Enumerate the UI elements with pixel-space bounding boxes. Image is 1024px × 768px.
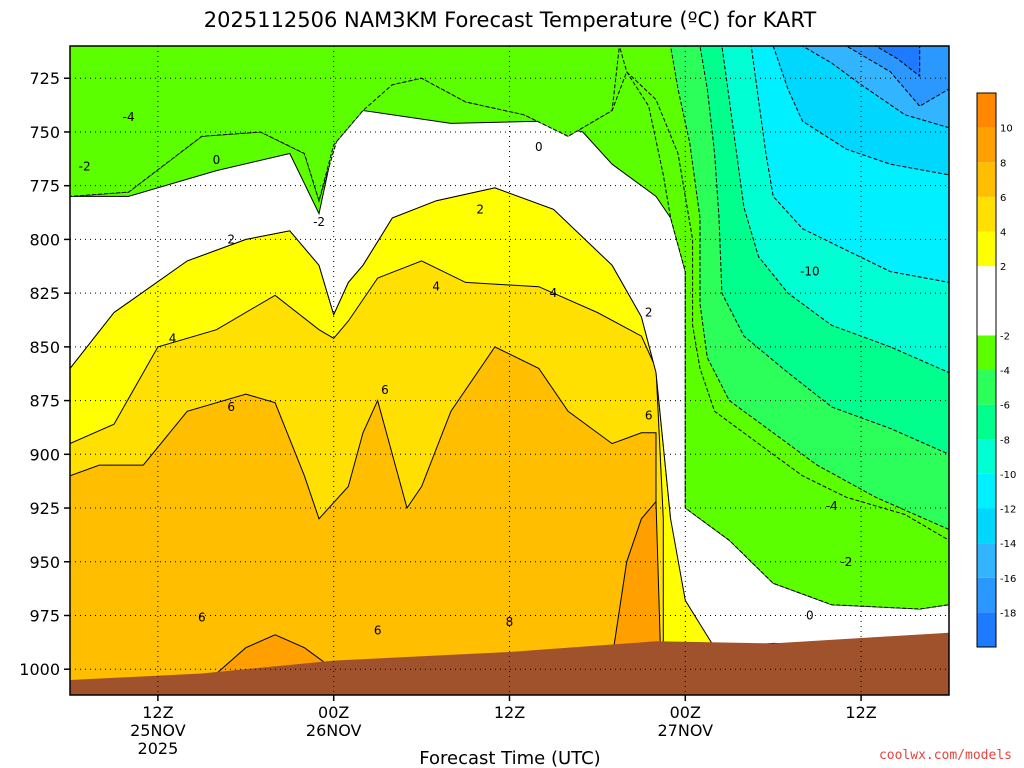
contour-label: 8 — [506, 615, 514, 629]
colorbar-label: -2 — [1000, 331, 1010, 342]
contour-label: 4 — [432, 280, 440, 294]
colorbar-label: 10 — [1000, 124, 1013, 135]
y-tick-label: 725 — [29, 69, 60, 88]
colorbar-swatch — [977, 335, 996, 370]
contour-label: -2 — [840, 555, 852, 569]
y-tick-label: 1000 — [19, 660, 60, 679]
y-tick-label: 900 — [29, 445, 60, 464]
x-tick-label: 12Z — [494, 703, 525, 722]
colorbar-swatch — [977, 508, 996, 544]
colorbar-swatch — [977, 543, 996, 578]
contour-label: -4 — [123, 110, 135, 124]
x-tick-label: 00Z — [670, 703, 701, 722]
colorbar-swatch — [977, 473, 996, 509]
temperature-region — [845, 46, 949, 107]
x-tick-label: 2025 — [138, 739, 179, 758]
x-tick-label: 00Z — [318, 703, 349, 722]
y-tick-label: 750 — [29, 123, 60, 142]
colorbar-swatch — [977, 370, 996, 405]
credit-text: coolwx.com/models — [879, 748, 1012, 763]
y-tick-label: 950 — [29, 553, 60, 572]
colorbar-label: -14 — [1000, 539, 1016, 550]
temperature-region — [874, 46, 921, 78]
colorbar-swatch — [977, 231, 996, 267]
grid-lines — [70, 46, 949, 695]
y-tick-label: 825 — [29, 284, 60, 303]
colorbar: 10 8 6 4 2 -2 -4 -6 -8 -10 -12 -14 -16 -18 — [976, 92, 1016, 648]
contour-label: -2 — [79, 159, 91, 173]
colorbar-label: -18 — [1000, 608, 1016, 619]
y-tick-label: 800 — [29, 230, 60, 249]
colorbar-swatch — [977, 577, 996, 613]
x-tick-label: 25NOV — [130, 721, 186, 740]
contour-label: 0 — [535, 140, 543, 154]
colorbar-swatch — [977, 127, 996, 163]
contour-label: 0 — [806, 608, 814, 622]
contour-label: 2 — [227, 232, 235, 246]
contour-label: 0 — [213, 153, 221, 167]
temperature-region — [70, 46, 620, 203]
contour-label: 6 — [374, 624, 382, 638]
x-tick-label: 27NOV — [658, 721, 714, 740]
x-tick-label: 12Z — [142, 703, 173, 722]
colorbar-label: 8 — [1000, 158, 1006, 169]
contour-label: 6 — [198, 611, 206, 625]
y-axis: 725 750 775 800 825 850 875 900 925 950 975 1000 — [19, 69, 70, 679]
contour-label: 4 — [169, 331, 177, 345]
y-tick-label: 850 — [29, 338, 60, 357]
colorbar-swatch — [977, 439, 996, 474]
colorbar-label: -16 — [1000, 574, 1016, 585]
colorbar-label: -12 — [1000, 505, 1016, 516]
contour-label: 4 — [550, 286, 558, 300]
contour-label: -10 — [800, 265, 820, 279]
contour-label: 6 — [381, 383, 389, 397]
ground-fill — [70, 632, 949, 695]
contour-label: 6 — [645, 409, 653, 423]
colorbar-label: 2 — [1000, 262, 1006, 273]
chart-title: 2025112506 NAM3KM Forecast Temperature (… — [204, 8, 817, 32]
colorbar-label: 6 — [1000, 193, 1006, 204]
colorbar-label: -6 — [1000, 401, 1010, 412]
colorbar-swatch — [977, 612, 996, 647]
colorbar-swatch — [977, 162, 996, 197]
colorbar-frame — [976, 92, 997, 648]
colorbar-label: 4 — [1000, 228, 1006, 239]
contour-label: 2 — [645, 305, 653, 319]
temperature-region — [70, 46, 949, 610]
colorbar-swatch — [977, 404, 996, 440]
colorbar-label: -10 — [1000, 470, 1016, 481]
y-tick-label: 975 — [29, 606, 60, 625]
x-axis-label: Forecast Time (UTC) — [419, 748, 600, 768]
temperature-fill-regions — [70, 46, 949, 695]
colorbar-swatch — [977, 266, 996, 336]
colorbar-swatch — [977, 196, 996, 232]
colorbar-label: -4 — [1000, 366, 1010, 377]
x-tick-label: 26NOV — [306, 721, 362, 740]
y-tick-label: 775 — [29, 177, 60, 196]
contour-label: 2 — [476, 202, 484, 216]
y-tick-label: 925 — [29, 499, 60, 518]
colorbar-swatch — [977, 93, 996, 128]
contour-label: -4 — [826, 499, 838, 513]
contour-label: -2 — [313, 215, 325, 229]
colorbar-label: -8 — [1000, 435, 1010, 446]
x-tick-label: 12Z — [845, 703, 876, 722]
ground-surface — [70, 632, 949, 695]
y-tick-label: 875 — [29, 392, 60, 411]
contour-labels: -4 -2 0 -2 2 2 0 4 4 4 2 6 6 6 -10 -4 -2 0 6 6 8 — [79, 110, 853, 638]
contour-label: 6 — [227, 400, 235, 414]
